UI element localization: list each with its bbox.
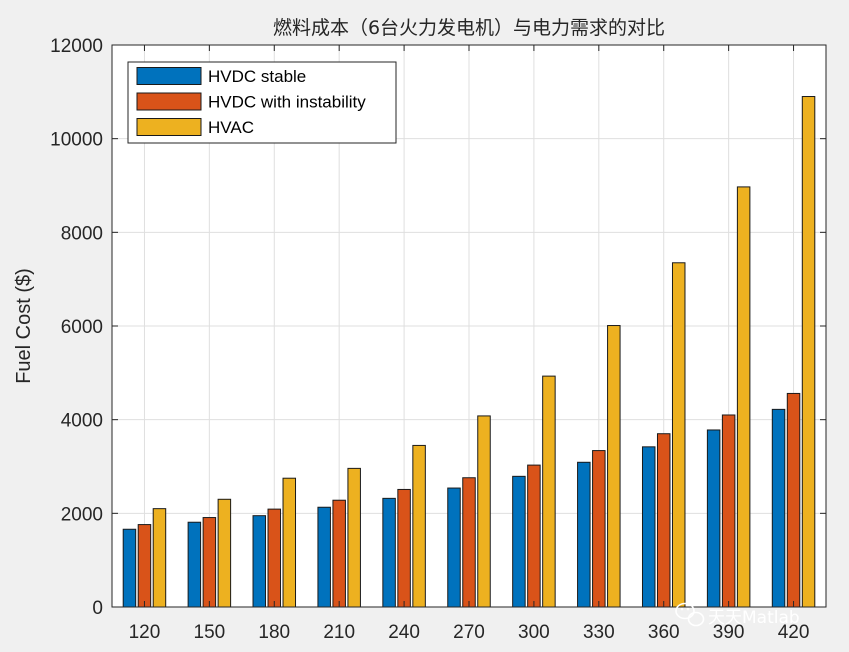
x-tick-label: 150: [194, 622, 226, 643]
legend-label: HVDC stable: [208, 67, 306, 86]
watermark: 天天Matlab: [675, 602, 800, 628]
x-tick-label: 300: [518, 622, 550, 643]
bar-hvdc-stable-270: [447, 487, 461, 608]
wechat-icon: [675, 602, 705, 627]
x-tick-label: 420: [778, 622, 810, 643]
bar-hvdc-stable-360: [641, 446, 656, 608]
x-tick-label: 120: [129, 622, 161, 643]
y-tick-label: 2000: [61, 504, 103, 525]
x-tick-label: 180: [258, 622, 290, 643]
chart-title: 燃料成本（6台火力发电机）与电力需求的对比: [273, 17, 665, 39]
legend-label: HVDC with instability: [208, 93, 366, 112]
bar-hvdc-with-instability-120: [137, 524, 152, 608]
x-tick-label: 330: [583, 622, 615, 643]
legend-swatch: [136, 67, 202, 85]
bar-hvac-240: [412, 444, 426, 608]
bar-hvdc-stable-210: [317, 506, 331, 608]
watermark-text: 天天Matlab: [708, 608, 800, 628]
bar-hvdc-with-instability-360: [656, 433, 671, 608]
bar-hvdc-with-instability-210: [332, 499, 346, 608]
bar-hvdc-with-instability-390: [721, 414, 736, 608]
bar-hvdc-stable-120: [122, 528, 137, 608]
x-tick-label: 270: [453, 622, 485, 643]
bar-hvac-180: [282, 477, 297, 608]
bar-hvac-150: [217, 498, 232, 608]
bar-hvac-300: [542, 375, 556, 608]
bar-hvdc-with-instability-180: [267, 508, 282, 608]
bar-hvdc-stable-420: [771, 408, 786, 608]
bar-hvdc-stable-150: [187, 521, 202, 608]
bar-hvac-120: [152, 508, 167, 608]
bar-hvac-420: [801, 96, 816, 608]
y-tick-label: 0: [92, 598, 103, 619]
bar-hvac-270: [477, 415, 491, 608]
y-tick-label: 8000: [61, 223, 103, 244]
bar-hvdc-with-instability-270: [462, 477, 476, 608]
y-tick-label: 12000: [50, 36, 103, 57]
x-tick-label: 360: [648, 622, 680, 643]
x-tick-label: 390: [713, 622, 745, 643]
bars: [122, 96, 816, 608]
y-tick-label: 6000: [61, 317, 103, 338]
bar-hvdc-with-instability-300: [527, 464, 541, 608]
legend-swatch: [136, 92, 202, 111]
x-tick-label: 240: [388, 622, 420, 643]
bar-hvac-210: [347, 467, 361, 608]
bar-hvdc-with-instability-240: [397, 488, 411, 608]
y-tick-label: 4000: [61, 411, 103, 432]
x-tick-label: 210: [323, 622, 355, 643]
legend: HVDC stable HVDC with instability HVAC: [127, 61, 397, 144]
y-axis-label: Fuel Cost ($): [13, 268, 35, 384]
bar-hvdc-stable-330: [577, 461, 591, 608]
axis-ticks: 0 2000 4000 6000 8000 10000 12000 120 150 180 210 2…: [50, 36, 826, 643]
bar-hvdc-stable-240: [382, 497, 396, 608]
bar-hvac-330: [607, 325, 621, 608]
legend-swatch: [136, 118, 202, 136]
bar-hvdc-with-instability-420: [786, 392, 801, 608]
bar-hvdc-stable-300: [512, 475, 526, 608]
bar-hvac-360: [671, 262, 686, 608]
legend-label: HVAC: [208, 118, 254, 137]
bar-hvac-390: [736, 186, 751, 608]
bar-hvdc-with-instability-330: [592, 450, 606, 608]
y-tick-label: 10000: [50, 130, 103, 151]
bar-hvdc-with-instability-150: [202, 517, 217, 608]
bar-hvdc-stable-390: [706, 429, 721, 608]
bar-hvdc-stable-180: [252, 515, 267, 608]
